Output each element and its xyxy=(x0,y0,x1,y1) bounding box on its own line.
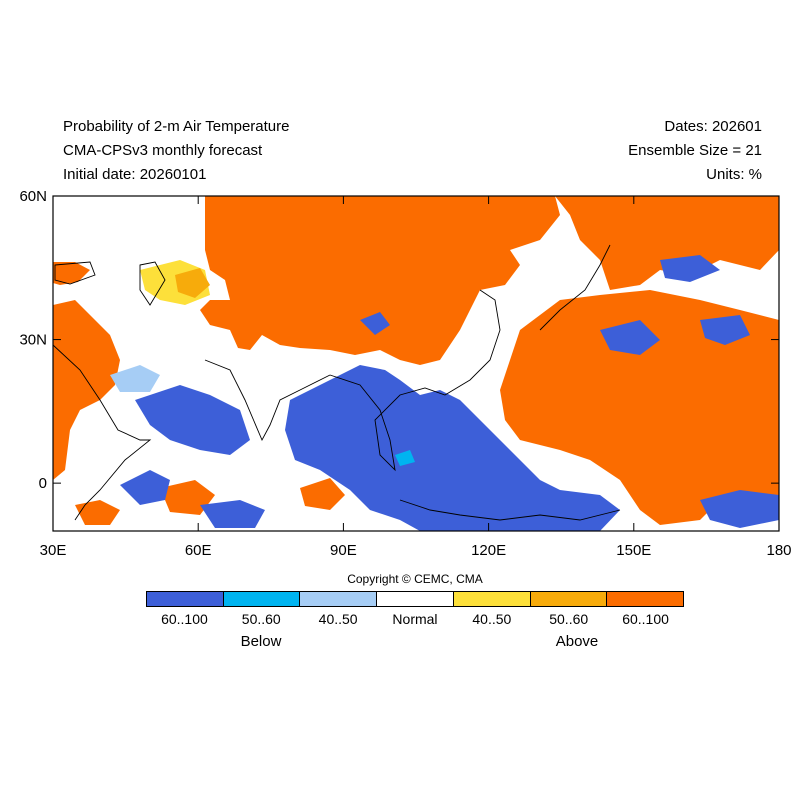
below-region-asia-interior xyxy=(360,312,390,335)
legend-above-label: Above xyxy=(555,633,599,650)
coastline-japan xyxy=(539,244,611,331)
above-region-arabia xyxy=(53,300,120,480)
lat-tick-label: 30N xyxy=(19,332,47,349)
lat-tick-label: 60N xyxy=(19,188,47,205)
below-region-west-2 xyxy=(120,470,170,505)
legend-below-label: Below xyxy=(240,633,282,650)
coastline-indonesia xyxy=(399,499,621,521)
below-region-japan xyxy=(660,255,720,282)
legend-swatch xyxy=(607,592,684,606)
legend-swatch xyxy=(377,592,454,606)
below-region-west-1 xyxy=(135,385,250,455)
legend-swatch-label: 50..60 xyxy=(241,611,281,627)
units-label: Units: % xyxy=(706,166,762,183)
lon-tick-label: 30E xyxy=(40,542,67,559)
lon-tick-label: 120E xyxy=(471,542,506,559)
legend-swatch-label: Normal xyxy=(392,611,438,627)
coastline-arabia-africa xyxy=(52,344,152,521)
legend-swatch-label: 60..100 xyxy=(622,611,669,627)
copyright: Copyright © CEMC, CMA xyxy=(347,572,483,586)
lon-tick-label: 60E xyxy=(185,542,212,559)
map-frame xyxy=(52,195,780,532)
below-region-indochina-indian-ocean xyxy=(285,365,620,531)
title-line-2: CMA-CPSv3 monthly forecast xyxy=(63,142,263,159)
coastline-se-asia xyxy=(329,289,501,472)
legend-swatch xyxy=(530,592,608,606)
above-region-indian-ocean-1 xyxy=(75,500,120,525)
legend-swatch xyxy=(223,592,301,606)
coastline-black-sea xyxy=(54,261,96,285)
lon-tick-label: 150E xyxy=(616,542,651,559)
probability-fields xyxy=(53,196,779,531)
below-50-60-region xyxy=(395,450,415,466)
title-line-1: Probability of 2-m Air Temperature xyxy=(63,118,290,135)
legend-swatch-label: 50..60 xyxy=(549,611,589,627)
coastline-india xyxy=(204,359,331,442)
above-50-60-region xyxy=(175,268,210,298)
legend-swatch xyxy=(147,592,224,606)
below-region-west-3 xyxy=(200,500,265,528)
below-region-pacific-1 xyxy=(600,320,660,355)
legend-swatch xyxy=(300,592,378,606)
map-axes: 30E 60E 90E 120E 150E 180 60N 30N 0 xyxy=(19,188,791,559)
legend-swatch-label: 60..100 xyxy=(161,611,208,627)
above-region-northwest xyxy=(53,262,90,285)
dates-label: Dates: 202601 xyxy=(664,118,762,135)
legend-colorbar xyxy=(146,591,684,607)
below-region-pacific-2 xyxy=(700,315,750,345)
below-40-50-region xyxy=(110,365,160,392)
above-region-northern-asia xyxy=(200,196,560,365)
lon-tick-label: 90E xyxy=(330,542,357,559)
ensemble-size-label: Ensemble Size = 21 xyxy=(628,142,762,159)
legend-swatch-label: 40..50 xyxy=(318,611,358,627)
above-region-indian-ocean-3 xyxy=(300,478,345,510)
lat-tick-label: 0 xyxy=(39,475,47,492)
below-region-pacific-3 xyxy=(700,490,779,528)
legend-swatch xyxy=(453,592,531,606)
lon-tick-label: 180 xyxy=(766,542,791,559)
above-region-northeast xyxy=(555,196,779,290)
coastlines xyxy=(52,244,621,521)
above-region-pacific xyxy=(500,290,779,525)
legend-swatch-label: 40..50 xyxy=(472,611,512,627)
title-line-3: Initial date: 20260101 xyxy=(63,166,207,183)
coastline-caspian xyxy=(139,261,166,306)
